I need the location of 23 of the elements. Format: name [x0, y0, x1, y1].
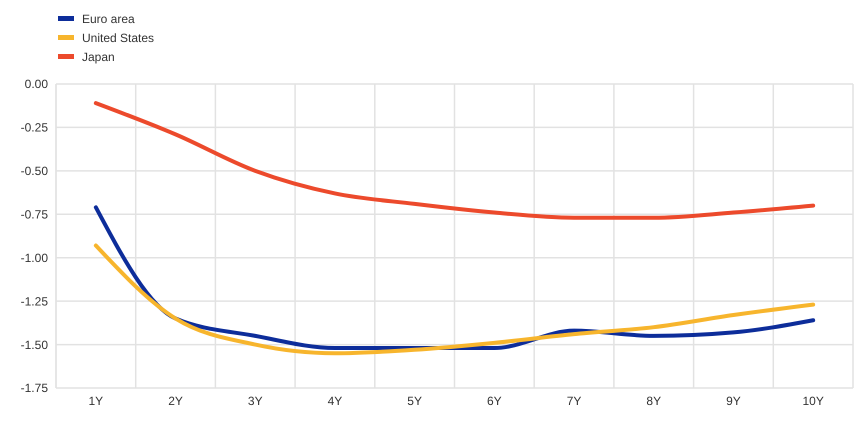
- y-tick-label: -0.75: [20, 207, 48, 222]
- x-tick-label: 6Y: [487, 394, 502, 408]
- x-tick-label: 2Y: [168, 394, 183, 408]
- x-tick-label: 3Y: [248, 394, 263, 408]
- x-tick-label: 10Y: [802, 394, 824, 408]
- legend-label: Japan: [82, 50, 115, 64]
- y-tick-label: -0.25: [20, 120, 48, 135]
- legend-label: United States: [82, 31, 154, 46]
- x-tick-label: 4Y: [328, 394, 342, 408]
- y-tick-label: -1.75: [20, 381, 48, 396]
- y-tick-label: -1.00: [20, 250, 48, 265]
- x-tick-label: 1Y: [88, 394, 104, 408]
- x-tick-label: 8Y: [646, 394, 662, 408]
- x-tick-label: 7Y: [566, 394, 582, 408]
- y-tick-label: -1.50: [20, 338, 48, 352]
- y-tick-label: -1.25: [20, 294, 48, 308]
- y-tick-label: -0.50: [20, 164, 48, 178]
- line-series: [94, 101, 816, 220]
- y-tick-label: 0.00: [24, 77, 48, 92]
- line-series: [94, 244, 816, 356]
- x-tick-label: 5Y: [407, 394, 422, 408]
- legend-label: Euro area: [82, 12, 136, 26]
- x-tick-label: 9Y: [726, 394, 741, 408]
